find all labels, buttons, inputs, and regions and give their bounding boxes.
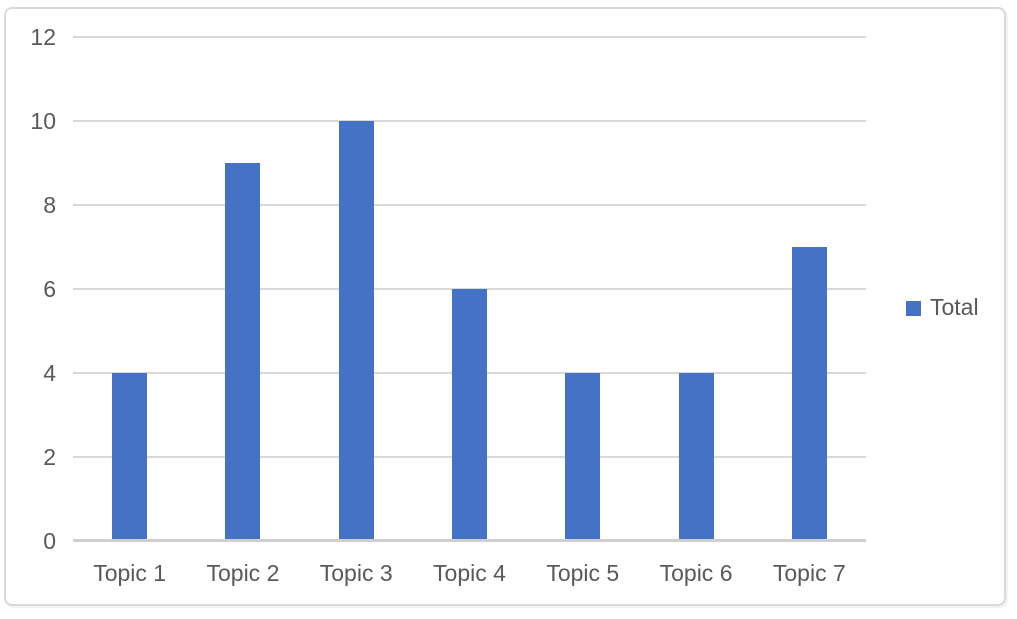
x-tick-label-topic-6: Topic 6 xyxy=(659,560,733,586)
category-slot-3 xyxy=(300,37,413,541)
x-axis-line xyxy=(73,539,866,542)
bar-topic-4 xyxy=(451,289,487,541)
x-tick-label-topic-3: Topic 3 xyxy=(319,560,393,586)
category-slot-4 xyxy=(413,37,526,541)
gridline-10 xyxy=(73,120,866,122)
legend-swatch-total xyxy=(906,300,921,316)
gridline-12 xyxy=(73,36,866,38)
category-slot-5 xyxy=(526,37,639,541)
y-tick-label-10: 10 xyxy=(30,108,56,134)
y-tick-label-2: 2 xyxy=(43,444,56,470)
y-tick-label-6: 6 xyxy=(43,276,56,302)
category-slot-1 xyxy=(73,37,186,541)
x-tick-label-topic-5: Topic 5 xyxy=(546,560,620,586)
y-tick-label-12: 12 xyxy=(30,24,56,50)
x-axis-tick-labels: Topic 1 Topic 2 Topic 3 Topic 4 Topic 5 Topic… xyxy=(73,560,866,586)
gridline-8 xyxy=(73,204,866,206)
y-tick-label-4: 4 xyxy=(43,360,56,386)
legend: Total xyxy=(906,294,979,320)
x-tick-label-topic-7: Topic 7 xyxy=(772,560,846,586)
plot-area xyxy=(73,36,866,542)
legend-label: Total xyxy=(930,294,979,320)
category-slot-2 xyxy=(186,37,299,541)
bar-topic-7 xyxy=(791,247,827,541)
y-axis-tick-labels: 0 2 4 6 8 10 12 xyxy=(0,0,56,619)
x-tick-label-topic-4: Topic 4 xyxy=(433,560,506,586)
chart-frame xyxy=(4,7,1006,606)
bar-topic-1 xyxy=(112,373,148,541)
bar-series-total xyxy=(73,37,866,541)
category-slot-6 xyxy=(639,37,752,541)
bar-topic-6 xyxy=(678,373,714,541)
bar-topic-3 xyxy=(338,121,374,541)
category-slot-7 xyxy=(753,37,866,541)
bar-topic-2 xyxy=(225,163,261,541)
bar-topic-5 xyxy=(565,373,601,541)
x-tick-label-topic-2: Topic 2 xyxy=(206,560,280,586)
y-tick-label-8: 8 xyxy=(43,192,56,218)
x-tick-label-topic-1: Topic 1 xyxy=(93,560,167,586)
y-tick-label-0: 0 xyxy=(43,528,56,554)
